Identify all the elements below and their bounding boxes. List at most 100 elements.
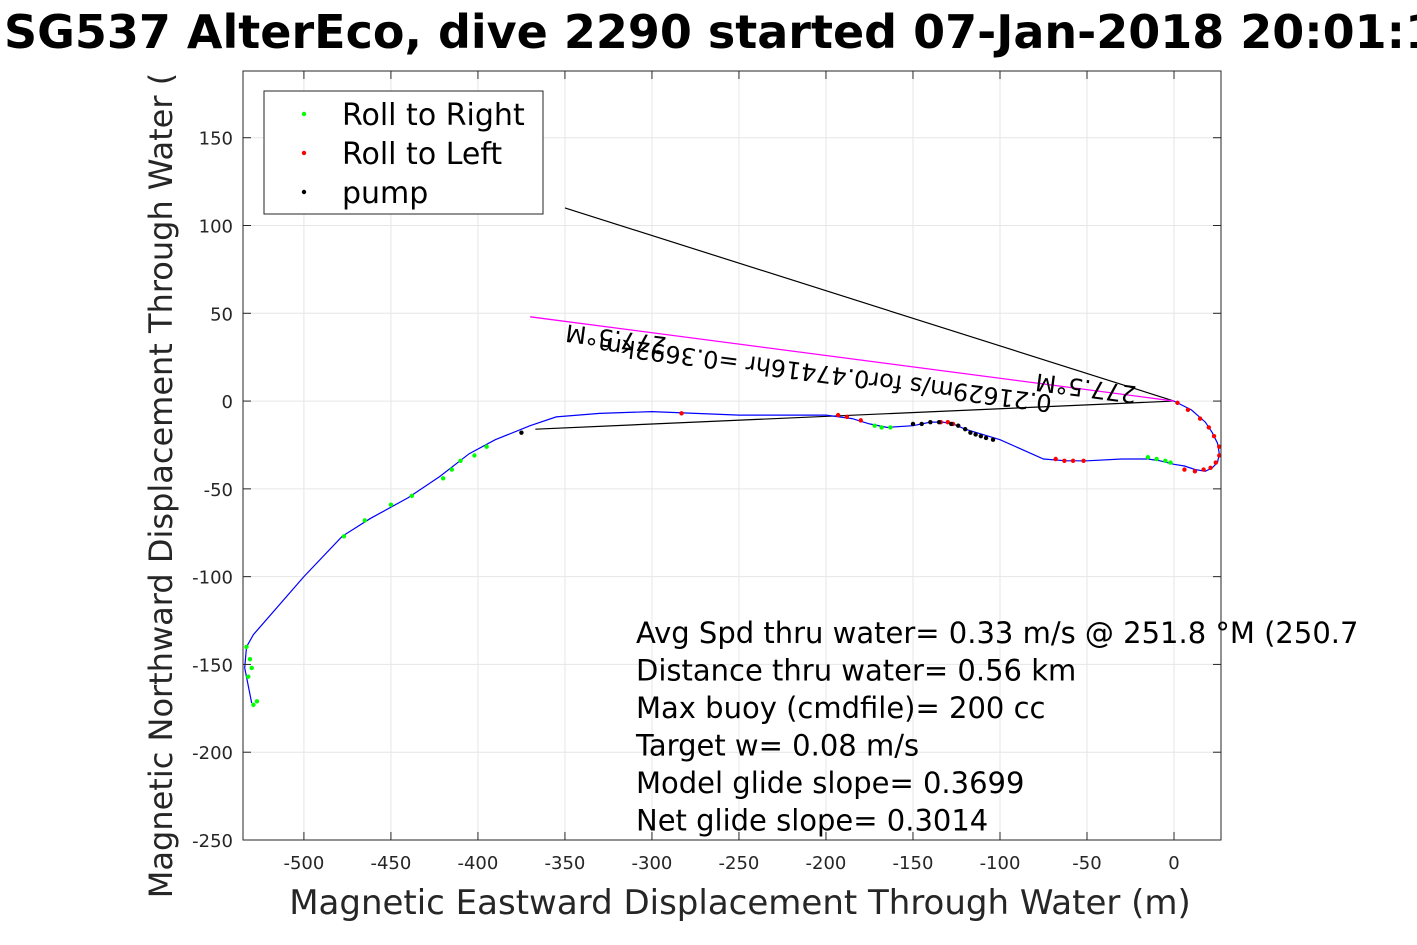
roll-right-marker bbox=[458, 458, 463, 463]
roll-right-marker bbox=[249, 665, 254, 671]
stat-line: Net glide slope= 0.3014 bbox=[636, 804, 988, 838]
pump-marker bbox=[936, 419, 942, 425]
roll-left-marker bbox=[1213, 460, 1218, 465]
roll-right-marker bbox=[388, 502, 394, 507]
roll-left-marker bbox=[835, 412, 841, 418]
roll-right-marker bbox=[872, 423, 877, 428]
roll-left-marker bbox=[844, 414, 850, 420]
stat-line: Max buoy (cmdfile)= 200 cc bbox=[636, 691, 1045, 725]
stat-line: Distance thru water= 0.56 km bbox=[636, 654, 1076, 688]
roll-left-marker bbox=[1217, 444, 1222, 449]
x-tick-label: -50 bbox=[1072, 853, 1101, 874]
roll-right-marker bbox=[440, 476, 446, 481]
pump-marker bbox=[968, 430, 973, 435]
y-tick-label: 150 bbox=[199, 129, 233, 150]
roll-left-marker bbox=[1182, 467, 1187, 472]
roll-left-marker bbox=[1062, 458, 1067, 463]
y-tick-label: 100 bbox=[199, 217, 233, 238]
roll-left-marker bbox=[1175, 400, 1180, 406]
legend-marker bbox=[301, 111, 307, 117]
pump-marker bbox=[978, 433, 984, 439]
y-axis-label: Magnetic Northward Displacement Through … bbox=[142, 73, 180, 898]
pump-marker bbox=[962, 426, 968, 432]
markers bbox=[244, 400, 1222, 708]
roll-right-marker bbox=[1163, 458, 1168, 463]
roll-left-marker bbox=[1217, 453, 1222, 458]
roll-right-marker bbox=[251, 702, 256, 708]
legend-marker bbox=[301, 150, 307, 156]
roll-right-marker bbox=[362, 518, 368, 523]
y-tick-label: -200 bbox=[192, 743, 233, 764]
y-tick-label: -100 bbox=[192, 568, 233, 589]
roll-left-marker bbox=[1206, 425, 1212, 430]
legend-label: pump bbox=[342, 176, 428, 211]
roll-right-marker bbox=[254, 699, 260, 704]
roll-right-marker bbox=[879, 425, 884, 430]
roll-right-marker bbox=[484, 444, 489, 449]
heading-line bbox=[530, 316, 1175, 402]
roll-left-marker bbox=[1192, 469, 1198, 474]
legend-box bbox=[263, 90, 544, 215]
pump-marker bbox=[928, 419, 933, 425]
roll-right-marker bbox=[247, 656, 253, 662]
x-tick-label: 0 bbox=[1168, 853, 1179, 874]
chart-title: SG537 AlterEco, dive 2290 started 07-Jan… bbox=[4, 5, 1417, 59]
roll-left-marker bbox=[1208, 465, 1213, 470]
helper-line bbox=[564, 207, 1175, 402]
ticks: -500 -450 -400 -350 -300 -250 -200 -150 -100 -50 0… bbox=[192, 71, 1221, 874]
roll-right-marker bbox=[1168, 460, 1173, 465]
roll-right-marker bbox=[409, 493, 415, 499]
roll-left-marker bbox=[1197, 416, 1203, 421]
helper-line bbox=[535, 400, 1175, 430]
stats-text: Avg Spd thru water= 0.33 m/s @ 251.8 °M … bbox=[635, 616, 1358, 838]
pump-marker bbox=[973, 432, 978, 437]
roll-right-marker bbox=[449, 467, 455, 472]
x-tick-label: -150 bbox=[893, 853, 934, 874]
axes-box bbox=[242, 70, 1222, 841]
pump-marker bbox=[949, 421, 954, 427]
heading-annotations: 0.21629m/s for0.47416hr =0.3692km277.5°M… bbox=[564, 318, 1138, 417]
y-tick-label: 0 bbox=[222, 392, 233, 413]
y-tick-label: -250 bbox=[192, 831, 233, 852]
x-tick-label: -400 bbox=[457, 853, 498, 874]
x-axis-label: Magnetic Eastward Displacement Through W… bbox=[289, 883, 1191, 923]
x-tick-label: -500 bbox=[283, 853, 324, 874]
roll-left-marker bbox=[858, 418, 863, 423]
y-tick-label: 50 bbox=[210, 304, 233, 325]
x-tick-label: -250 bbox=[719, 853, 760, 874]
roll-left-marker bbox=[1201, 467, 1206, 472]
roll-right-marker bbox=[244, 644, 249, 650]
roll-right-marker bbox=[472, 453, 477, 458]
roll-left-marker bbox=[1081, 458, 1086, 463]
helper-lines bbox=[530, 207, 1175, 430]
pump-marker bbox=[990, 437, 996, 442]
roll-left-marker bbox=[1185, 407, 1191, 413]
roll-right-marker bbox=[246, 674, 251, 679]
roll-right-marker bbox=[888, 425, 893, 430]
legend-label: Roll to Left bbox=[342, 137, 502, 172]
roll-left-marker bbox=[1053, 456, 1058, 462]
legend-label: Roll to Right bbox=[342, 98, 525, 133]
x-tick-label: -200 bbox=[806, 853, 847, 874]
pump-marker bbox=[983, 435, 989, 441]
roll-left-marker bbox=[945, 419, 950, 425]
roll-left-marker bbox=[1070, 458, 1076, 463]
roll-left-marker bbox=[679, 411, 684, 416]
pump-marker bbox=[910, 421, 916, 427]
heading-annotation: 277.5°M bbox=[564, 318, 668, 359]
x-tick-label: -300 bbox=[632, 853, 673, 874]
roll-right-marker bbox=[1145, 455, 1151, 460]
y-tick-label: -150 bbox=[192, 655, 233, 676]
x-tick-label: -350 bbox=[545, 853, 586, 874]
legend: Roll to Right Roll to Left pump bbox=[263, 90, 544, 215]
stat-line: Avg Spd thru water= 0.33 m/s @ 251.8 °M … bbox=[636, 616, 1358, 650]
legend-marker bbox=[301, 189, 307, 195]
roll-left-marker bbox=[1211, 433, 1217, 439]
y-tick-label: -50 bbox=[204, 480, 233, 501]
roll-right-marker bbox=[1154, 456, 1159, 462]
x-tick-label: -100 bbox=[980, 853, 1021, 874]
x-tick-label: -450 bbox=[370, 853, 411, 874]
pump-marker bbox=[956, 423, 961, 428]
pump-marker bbox=[519, 430, 524, 435]
stat-line: Model glide slope= 0.3699 bbox=[636, 766, 1024, 800]
